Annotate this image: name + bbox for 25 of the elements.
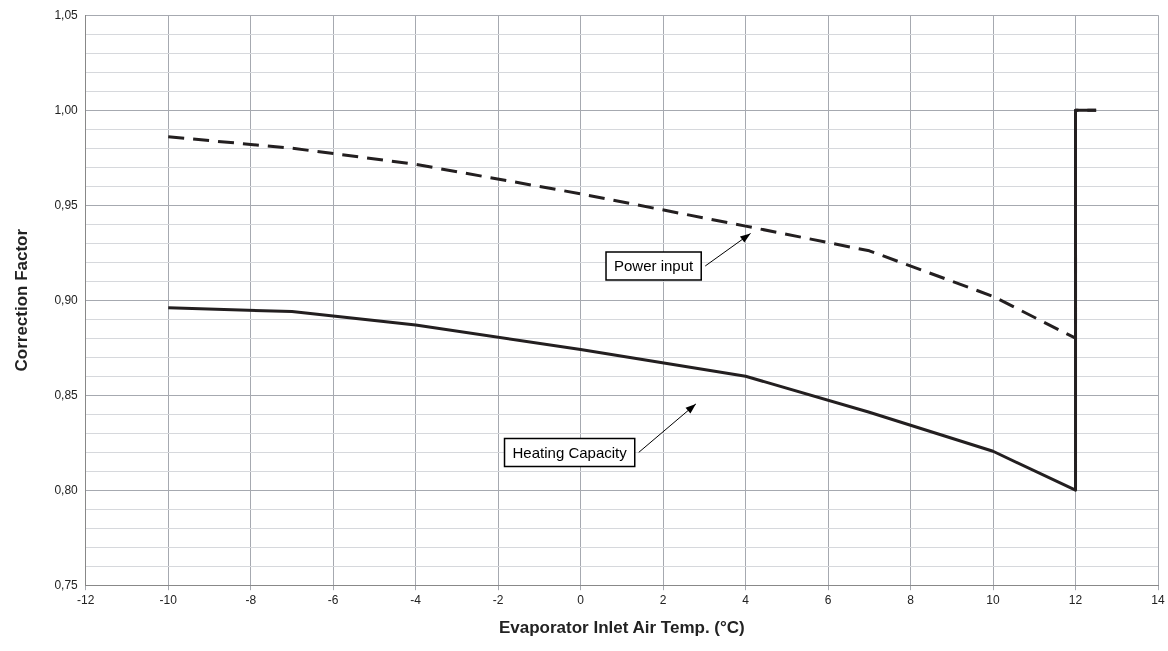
x-tick-label: 10 xyxy=(986,592,1001,607)
x-tick-label: 2 xyxy=(659,592,667,607)
annotation: Power input xyxy=(614,257,695,275)
x-tick-label: 4 xyxy=(742,592,750,607)
x-tick-label: -2 xyxy=(492,592,504,607)
x-tick-label: 14 xyxy=(1151,592,1165,607)
x-axis-title: Evaporator Inlet Air Temp. (°C) xyxy=(498,618,745,638)
x-tick-label: 12 xyxy=(1068,592,1083,607)
y-axis-title: Correction Factor xyxy=(11,228,31,372)
y-tick-label: 0,80 xyxy=(54,482,79,497)
x-tick-label: -12 xyxy=(77,592,95,607)
x-tick-label: -6 xyxy=(327,592,339,607)
y-tick-label: 1,05 xyxy=(54,7,79,22)
y-tick-label: 0,75 xyxy=(54,577,79,592)
x-tick-label: -4 xyxy=(410,592,422,607)
x-tick-label: 0 xyxy=(577,592,585,607)
annotation: Heating Capacity xyxy=(512,443,628,461)
y-tick-label: 0,85 xyxy=(54,387,79,402)
x-tick-label: -10 xyxy=(159,592,178,607)
x-tick-label: 6 xyxy=(824,592,832,607)
y-tick-label: 0,95 xyxy=(54,197,79,212)
y-tick-label: 0,90 xyxy=(54,292,79,307)
x-tick-label: 8 xyxy=(907,592,915,607)
x-tick-label: -8 xyxy=(245,592,257,607)
y-tick-label: 1,00 xyxy=(54,102,79,117)
